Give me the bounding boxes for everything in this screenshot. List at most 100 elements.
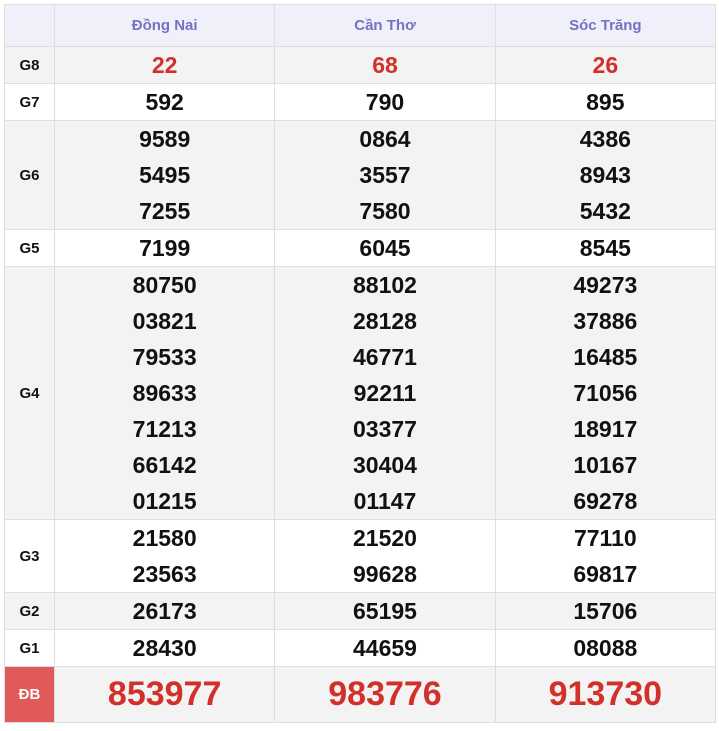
prize-number: 10167 (573, 452, 638, 478)
prize-cell: 88102 28128 46771 92211 03377 30404 01147 (274, 266, 496, 520)
prize-label: ĐB (4, 666, 55, 723)
prize-number: 68 (372, 52, 398, 78)
prize-number: 5495 (139, 162, 191, 188)
prize-number: 16485 (573, 344, 638, 370)
prize-number: 80750 (132, 272, 197, 298)
prize-cell: 08088 (494, 629, 717, 667)
prize-cell: 592 (53, 83, 276, 121)
prize-cell: 68 (274, 46, 496, 84)
prize-cell: 22 (53, 46, 276, 84)
prize-number: 01215 (132, 488, 197, 514)
prize-number: 913730 (548, 675, 663, 713)
prize-number: 790 (365, 89, 405, 115)
prize-number: 8545 (579, 235, 631, 261)
prize-cell: 15706 (494, 592, 717, 630)
prize-row-g8: G8 22 68 26 (4, 46, 717, 84)
prize-row-g2: G2 26173 65195 15706 (4, 592, 717, 630)
prize-number: 28430 (132, 635, 197, 661)
prize-label: G7 (4, 83, 55, 121)
prize-label: G1 (4, 629, 55, 667)
prize-number: 853977 (107, 675, 222, 713)
prize-number: 3557 (359, 162, 411, 188)
prize-cell: 49273 37886 16485 71056 18917 10167 69278 (494, 266, 717, 520)
prize-cell: 21520 99628 (274, 519, 496, 593)
prize-number: 71056 (573, 380, 638, 406)
prize-label: G4 (4, 266, 55, 520)
header-row: Đồng Nai Cần Thơ Sóc Trăng (4, 4, 717, 47)
prize-number: 7255 (139, 198, 191, 224)
prize-number: 592 (145, 89, 184, 115)
province-header: Đồng Nai (53, 4, 276, 47)
prize-row-g5: G5 7199 6045 8545 (4, 229, 717, 267)
prize-number: 30404 (353, 452, 417, 478)
prize-number: 03821 (132, 308, 197, 334)
prize-row-g1: G1 28430 44659 08088 (4, 629, 717, 667)
prize-number: 49273 (573, 272, 638, 298)
prize-row-đb: ĐB 853977 983776 913730 (4, 666, 717, 723)
prize-number: 65195 (353, 598, 417, 624)
prize-number: 9589 (139, 126, 191, 152)
prize-cell: 4386 8943 5432 (494, 120, 717, 230)
prize-number: 99628 (353, 561, 417, 587)
prize-number: 89633 (132, 380, 197, 406)
province-header: Cần Thơ (274, 4, 496, 47)
prize-number: 23563 (132, 561, 197, 587)
prize-number: 28128 (353, 308, 417, 334)
prize-number: 08088 (573, 635, 638, 661)
prize-number: 44659 (353, 635, 417, 661)
prize-cell: 853977 (53, 666, 276, 723)
prize-label: G3 (4, 519, 55, 593)
prize-cell: 913730 (494, 666, 717, 723)
corner-cell (4, 4, 55, 47)
prize-label: G6 (4, 120, 55, 230)
prize-row-g4: G4 80750 03821 79533 89633 71213 66142 01215 881… (4, 266, 717, 520)
prize-number: 8943 (579, 162, 631, 188)
prize-number: 21580 (132, 525, 197, 551)
prize-cell: 6045 (274, 229, 496, 267)
lottery-results-table: Đồng Nai Cần Thơ Sóc Trăng G8 22 68 26 G7 592… (4, 4, 717, 723)
prize-cell: 80750 03821 79533 89633 71213 66142 01215 (53, 266, 276, 520)
prize-cell: 9589 5495 7255 (53, 120, 276, 230)
prize-number: 6045 (359, 235, 411, 261)
prize-number: 5432 (579, 198, 631, 224)
prize-cell: 28430 (53, 629, 276, 667)
prize-number: 7199 (139, 235, 191, 261)
prize-number: 79533 (132, 344, 197, 370)
prize-row-g3: G3 21580 23563 21520 99628 77110 69817 (4, 519, 717, 593)
prize-number: 01147 (353, 488, 417, 514)
prize-number: 77110 (573, 525, 637, 551)
prize-number: 03377 (353, 416, 417, 442)
prize-number: 15706 (573, 598, 638, 624)
prize-number: 46771 (353, 344, 417, 370)
prize-cell: 77110 69817 (494, 519, 717, 593)
prize-number: 983776 (328, 675, 442, 713)
prize-number: 18917 (573, 416, 638, 442)
prize-number: 21520 (353, 525, 417, 551)
prize-cell: 21580 23563 (53, 519, 276, 593)
prize-number: 69278 (573, 488, 638, 514)
prize-number: 26 (592, 52, 619, 78)
prize-cell: 26 (494, 46, 717, 84)
prize-cell: 65195 (274, 592, 496, 630)
prize-number: 88102 (353, 272, 417, 298)
prize-cell: 0864 3557 7580 (274, 120, 496, 230)
prize-number: 895 (586, 89, 625, 115)
prize-label: G8 (4, 46, 55, 84)
prize-cell: 7199 (53, 229, 276, 267)
prize-row-g6: G6 9589 5495 7255 0864 3557 7580 4386 8943 5432 (4, 120, 717, 230)
prize-label: G5 (4, 229, 55, 267)
prize-number: 69817 (573, 561, 638, 587)
prize-cell: 895 (494, 83, 717, 121)
prize-number: 92211 (353, 380, 417, 406)
prize-number: 37886 (573, 308, 638, 334)
prize-number: 0864 (359, 126, 411, 152)
prize-number: 71213 (132, 416, 197, 442)
prize-number: 66142 (132, 452, 197, 478)
prize-row-g7: G7 592 790 895 (4, 83, 717, 121)
prize-cell: 790 (274, 83, 496, 121)
prize-label: G2 (4, 592, 55, 630)
prize-number: 7580 (359, 198, 411, 224)
province-header: Sóc Trăng (494, 4, 717, 47)
prize-number: 26173 (132, 598, 197, 624)
prize-cell: 8545 (494, 229, 717, 267)
